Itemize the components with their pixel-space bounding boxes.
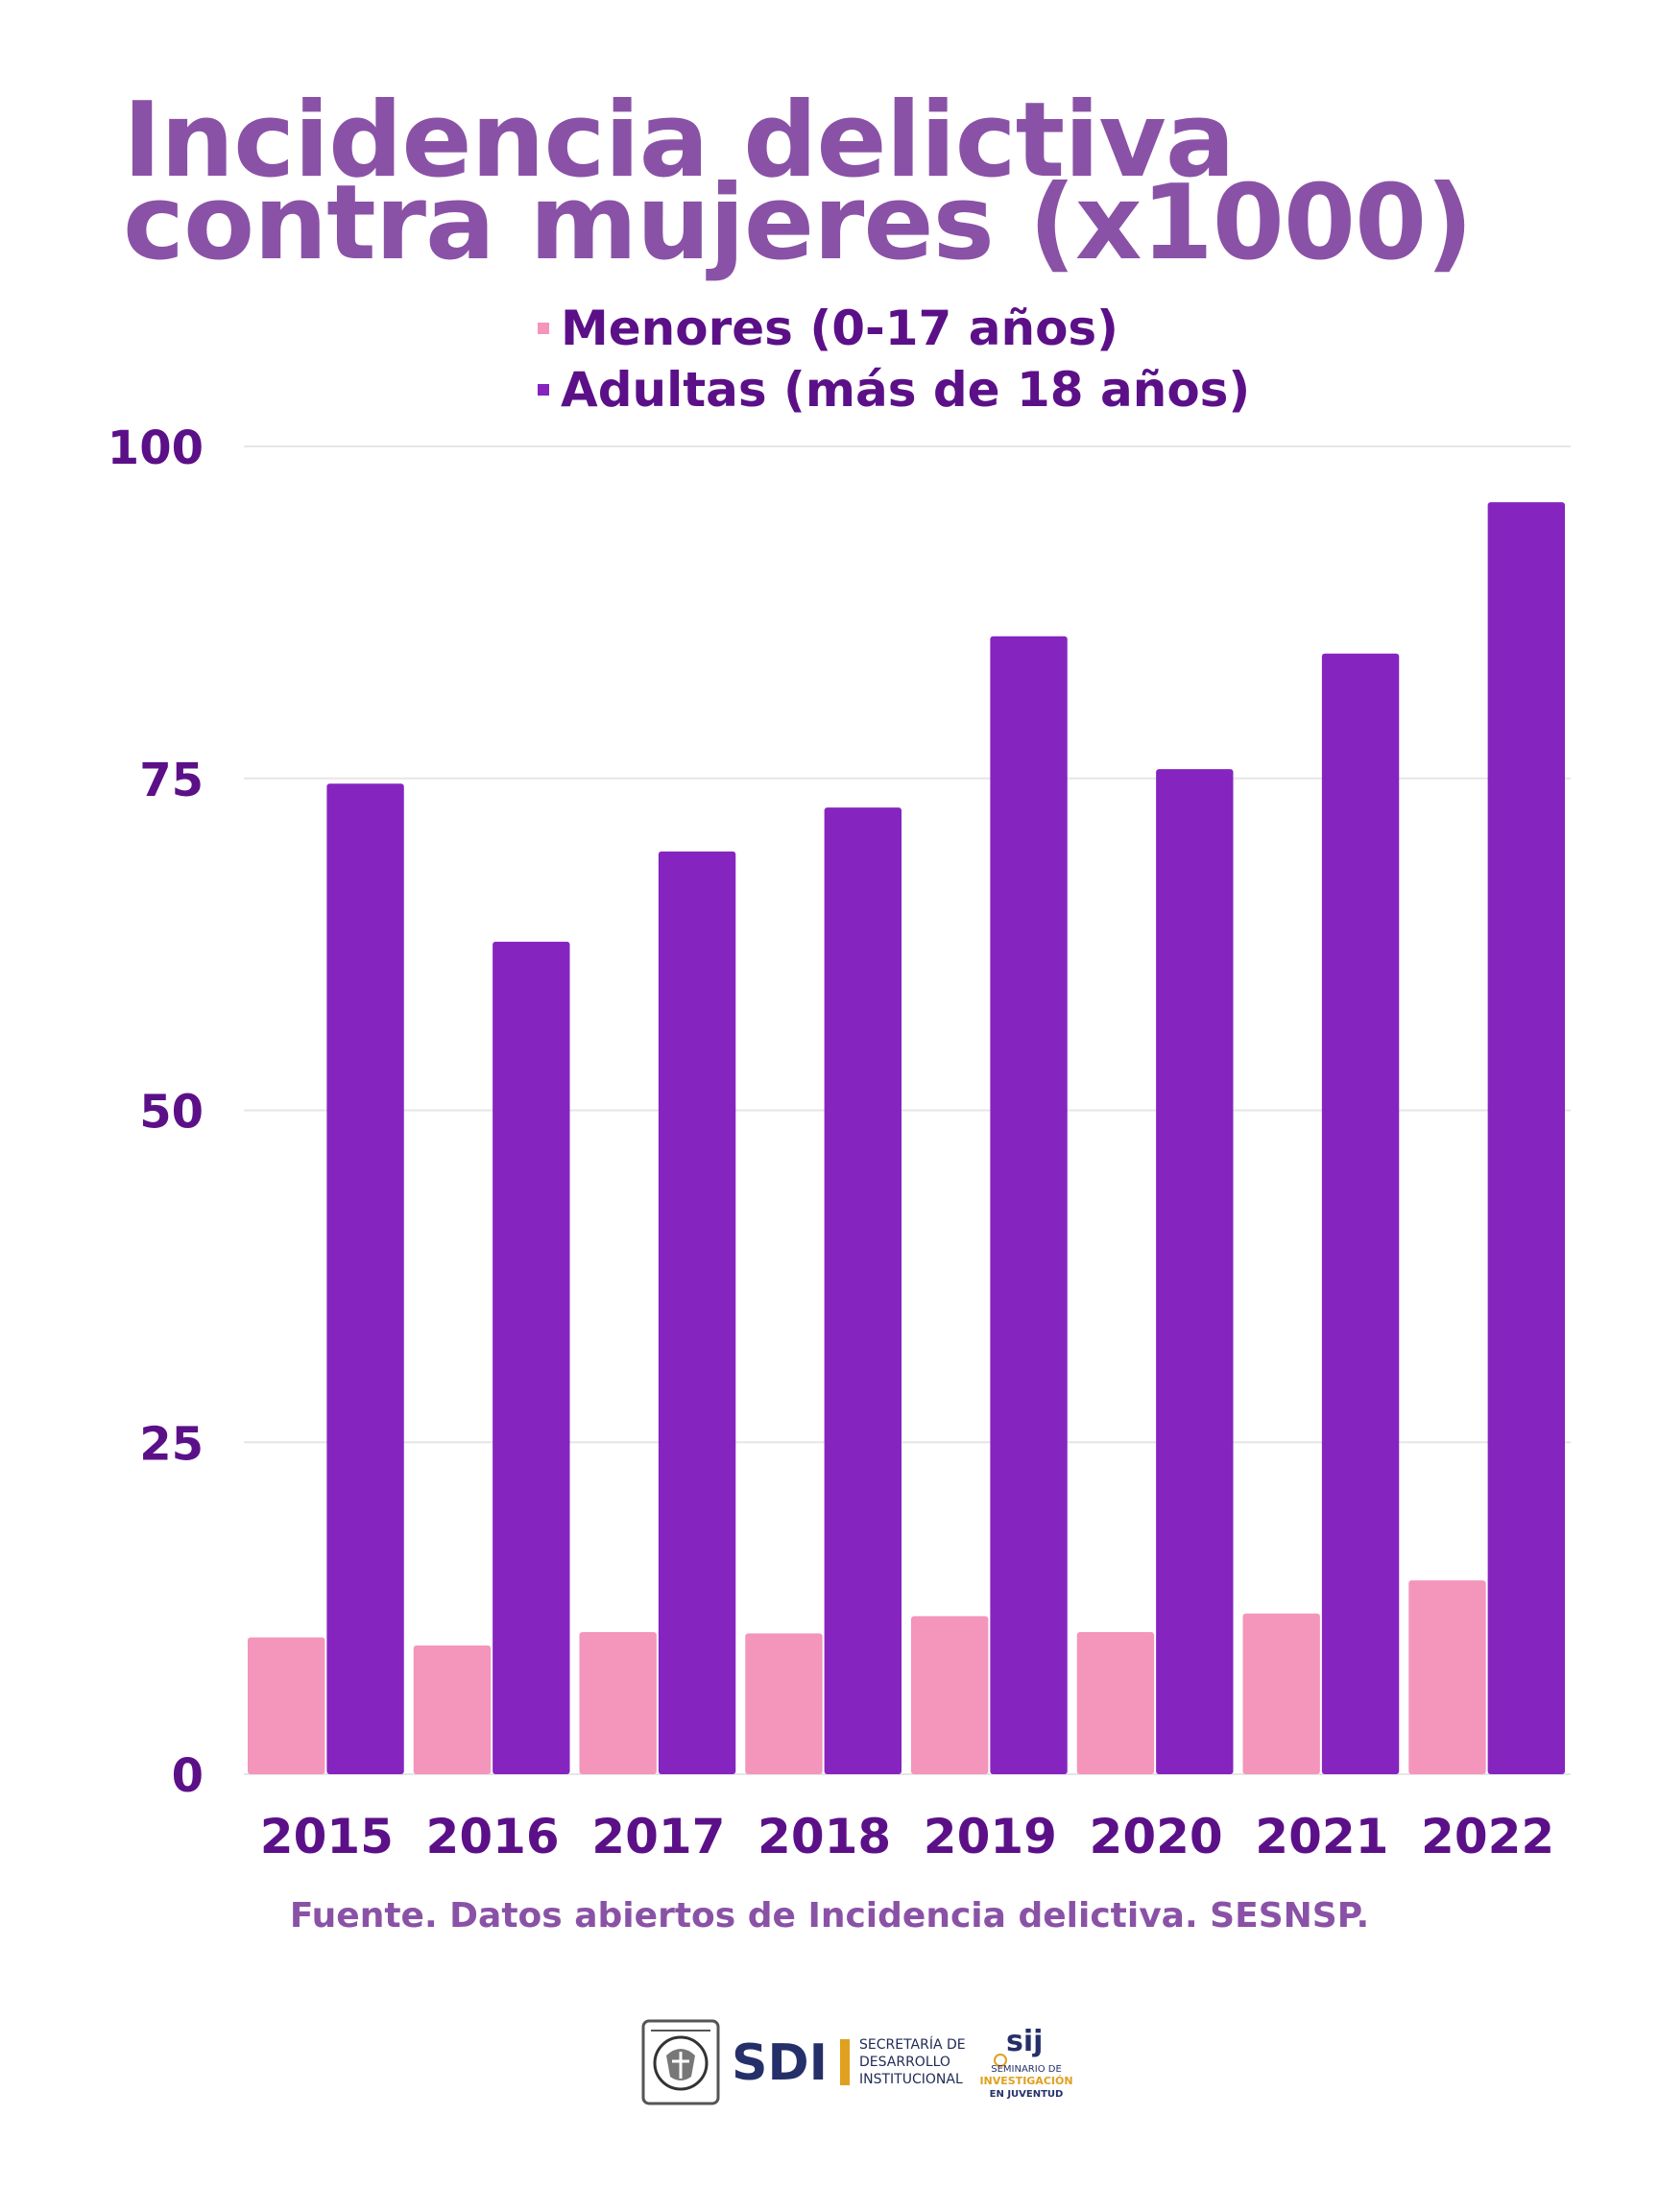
bar-adultas-2015: [326, 783, 404, 1774]
legend-swatch-menores: [538, 323, 549, 334]
sij-logo-icon: sij SEMINARIO DE INVESTIGACIÓN EN JUVENT…: [979, 2025, 1072, 2100]
unam-seal-icon: [641, 2019, 720, 2105]
x-tick-label: 2015: [260, 1809, 394, 1864]
legend-label-adultas: Adultas (más de 18 años): [561, 362, 1251, 418]
x-tick-label: 2022: [1421, 1809, 1554, 1864]
legend-swatch-adultas: [538, 384, 549, 396]
bar-adultas-2018: [824, 807, 902, 1774]
sdi-logo-icon: SDI: [732, 2035, 850, 2089]
legend-item-adultas: Adultas (más de 18 años): [538, 359, 1250, 421]
x-tick-label: 2017: [591, 1809, 725, 1864]
sij-text-line-3: EN JUVENTUD: [989, 2089, 1063, 2100]
sdi-mark: SDI: [732, 2035, 828, 2089]
chart-title: Incidencia delictiva contra mujeres (x10…: [123, 81, 1474, 283]
bar-menores-2018: [745, 1633, 823, 1774]
bar-adultas-2021: [1321, 653, 1400, 1774]
y-tick-label: 50: [139, 1086, 204, 1140]
x-tick-label: 2016: [426, 1809, 560, 1864]
bar-menores-2015: [248, 1637, 325, 1774]
bar-adultas-2020: [1156, 769, 1234, 1774]
bar-menores-2019: [911, 1616, 989, 1774]
bar-menores-2020: [1076, 1632, 1155, 1774]
bar-menores-2022: [1408, 1580, 1486, 1774]
sij-text-line-2: INVESTIGACIÓN: [979, 2075, 1072, 2087]
bar-adultas-2019: [990, 636, 1068, 1774]
sdi-text-line-3: INSTITUCIONAL: [859, 2072, 963, 2087]
bar-menores-2016: [413, 1645, 492, 1774]
x-tick-label: 2020: [1090, 1809, 1223, 1864]
legend-label-menores: Menores (0-17 años): [561, 301, 1119, 356]
legend-item-menores: Menores (0-17 años): [538, 298, 1250, 359]
y-tick-label: 100: [108, 421, 204, 475]
source-note: Fuente. Datos abiertos de Incidencia del…: [289, 1896, 1370, 1936]
sij-text-line-1: SEMINARIO DE: [991, 2064, 1062, 2075]
y-tick-label: 0: [172, 1749, 204, 1803]
y-tick-label: 75: [139, 754, 204, 807]
bar-adultas-2022: [1487, 502, 1565, 1775]
bar-adultas-2016: [493, 941, 570, 1774]
bar-chart: 0 25 50 75 100 2015 2016 2017 2018 2019 2020 2021 20…: [108, 421, 1571, 1864]
sdi-text-line-1: SECRETARÍA DE: [859, 2037, 966, 2053]
bar-menores-2017: [579, 1632, 657, 1774]
sdi-bar: [840, 2039, 850, 2085]
x-tick-label: 2019: [924, 1809, 1057, 1864]
sdi-text-line-2: DESARROLLO: [859, 2055, 950, 2070]
y-tick-label: 25: [139, 1417, 204, 1471]
bar-adultas-2017: [658, 851, 736, 1774]
legend: Menores (0-17 años) Adultas (más de 18 a…: [538, 298, 1250, 421]
x-tick-label: 2018: [757, 1809, 891, 1864]
bar-menores-2021: [1242, 1613, 1320, 1774]
x-tick-label: 2021: [1255, 1809, 1388, 1864]
sij-mark: sij: [1006, 2025, 1043, 2058]
sdi-logo-text: SECRETARÍA DE DESARROLLO INSTITUCIONAL: [859, 2036, 966, 2088]
logos: SDI SECRETARÍA DE DESARROLLO INSTITUCION…: [641, 2016, 1082, 2108]
